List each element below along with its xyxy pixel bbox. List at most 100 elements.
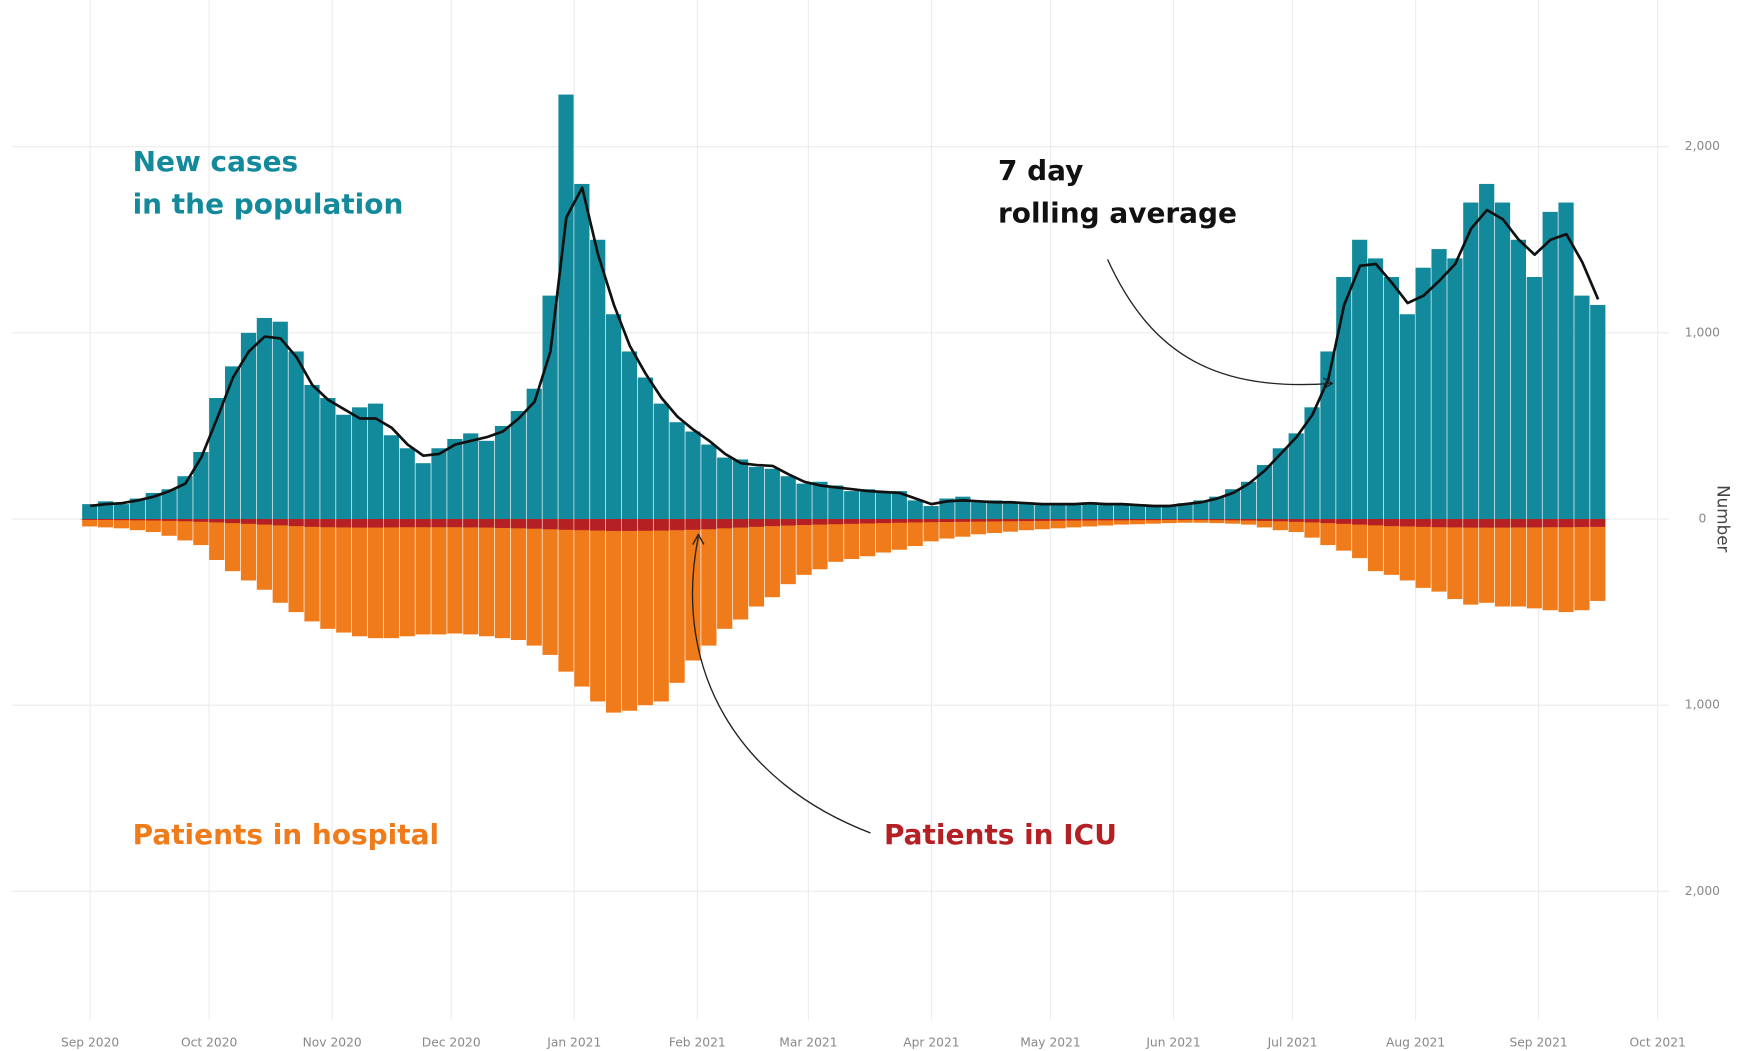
- bar: [1145, 519, 1161, 521]
- bar: [1320, 519, 1336, 546]
- bar: [1431, 519, 1447, 528]
- bar: [653, 519, 669, 531]
- bar: [1431, 519, 1447, 592]
- bar: [1272, 519, 1288, 522]
- bar: [288, 519, 304, 527]
- bar: [907, 500, 923, 520]
- bar: [923, 519, 939, 542]
- bar: [240, 519, 257, 581]
- x-tick-label: Apr 2021: [903, 1036, 959, 1050]
- bar: [1510, 519, 1527, 607]
- bar: [1352, 239, 1368, 520]
- bar: [193, 519, 209, 522]
- bar: [494, 425, 511, 520]
- bar: [1193, 519, 1209, 523]
- x-tick-label: Aug 2021: [1386, 1036, 1445, 1050]
- bar: [748, 519, 765, 527]
- bar: [606, 519, 622, 713]
- bar: [399, 448, 415, 520]
- x-tick-label: Jul 2021: [1267, 1036, 1318, 1050]
- bar: [367, 403, 384, 520]
- bar: [383, 519, 399, 639]
- bar: [1225, 519, 1241, 524]
- bar: [431, 519, 447, 635]
- bar: [590, 519, 606, 531]
- bar: [875, 519, 892, 524]
- bar: [1304, 519, 1320, 538]
- bar: [1225, 489, 1241, 520]
- bar: [1415, 267, 1431, 520]
- bar: [1161, 519, 1177, 520]
- bar: [1288, 519, 1304, 522]
- x-tick-label: Jun 2021: [1145, 1036, 1200, 1050]
- bar: [272, 519, 288, 603]
- bar: [1479, 519, 1495, 528]
- bar: [1415, 519, 1431, 527]
- bar: [558, 519, 574, 672]
- lines: [89, 186, 1600, 508]
- bar: [653, 403, 669, 520]
- bar: [859, 519, 876, 524]
- bar: [1558, 202, 1574, 520]
- bar: [621, 519, 638, 531]
- bar: [1161, 505, 1177, 520]
- bar: [1367, 519, 1384, 572]
- bar: [1129, 505, 1146, 520]
- bar: [288, 351, 304, 520]
- bar: [1240, 519, 1257, 521]
- bar: [780, 519, 796, 526]
- bar: [1367, 258, 1384, 520]
- bar: [352, 519, 368, 528]
- bar: [1352, 519, 1368, 525]
- y-tick-label: 0: [1698, 512, 1706, 526]
- bar: [1304, 407, 1320, 520]
- x-tick-label: Feb 2021: [669, 1036, 726, 1050]
- icu-label: Patients in ICU: [883, 818, 1117, 851]
- bar: [875, 519, 892, 553]
- bar: [939, 498, 955, 520]
- bar: [1050, 519, 1066, 521]
- bar: [1193, 519, 1209, 520]
- bar: [463, 519, 479, 528]
- rolling-average-line: [89, 186, 1600, 508]
- bar: [494, 519, 511, 639]
- bar: [907, 519, 923, 547]
- bar: [463, 433, 479, 520]
- bar: [1272, 448, 1288, 520]
- bar: [256, 317, 272, 520]
- bar: [939, 519, 955, 522]
- bar: [161, 519, 177, 536]
- bars: [82, 94, 1606, 713]
- bar: [1479, 519, 1495, 603]
- bar: [669, 422, 685, 520]
- legend-label: 7 day rolling average: [998, 154, 1237, 229]
- bar: [225, 366, 241, 520]
- legend-label: New cases in the population: [133, 145, 404, 220]
- bar: [923, 519, 939, 523]
- bar: [225, 519, 241, 572]
- bar: [1240, 519, 1257, 525]
- bar: [812, 519, 828, 570]
- bar: [1542, 519, 1558, 528]
- bar: [177, 519, 193, 522]
- bar: [891, 519, 907, 523]
- x-tick-label: Sep 2021: [1509, 1036, 1567, 1050]
- bar: [955, 496, 971, 520]
- bar: [304, 519, 320, 622]
- bar: [526, 388, 542, 520]
- bar: [304, 384, 320, 520]
- bar: [542, 295, 558, 520]
- bar: [1336, 277, 1352, 520]
- bar: [1590, 519, 1606, 527]
- bar: [1320, 351, 1336, 520]
- bar: [82, 519, 98, 520]
- bar: [1367, 519, 1384, 526]
- bar: [859, 519, 876, 557]
- bar: [875, 492, 892, 520]
- bar: [526, 519, 542, 646]
- bar: [1526, 519, 1542, 609]
- bar: [621, 351, 638, 520]
- bar: [606, 519, 622, 531]
- bar: [288, 519, 304, 613]
- bar: [859, 489, 876, 520]
